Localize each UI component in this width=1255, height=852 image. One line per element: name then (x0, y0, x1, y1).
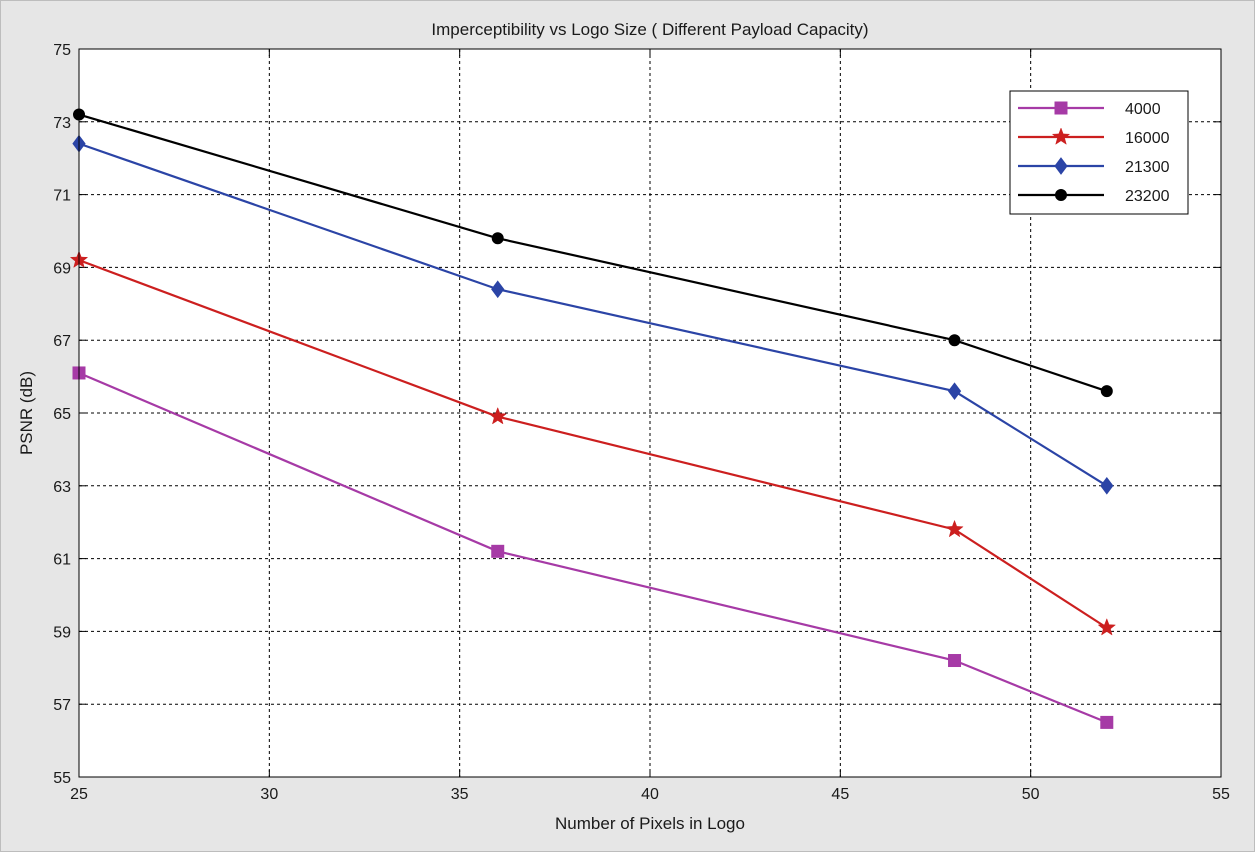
data-point (1100, 476, 1114, 495)
data-point (1100, 715, 1114, 729)
x-tick-label: 35 (451, 786, 469, 803)
chart-title: Imperceptibility vs Logo Size ( Differen… (431, 20, 868, 39)
series-line (78, 142, 1108, 487)
y-tick-label: 55 (53, 770, 71, 787)
data-point (1097, 618, 1117, 636)
x-tick-label: 55 (1212, 786, 1230, 803)
legend-marker (1054, 157, 1068, 175)
y-tick-label: 61 (53, 552, 71, 569)
series-line (78, 259, 1108, 629)
x-axis-label: Number of Pixels in Logo (555, 814, 745, 833)
y-tick-label: 59 (53, 624, 71, 641)
series-line (78, 113, 1108, 393)
y-tick-label: 75 (53, 42, 71, 59)
series-21300 (72, 134, 1114, 495)
y-tick-label: 67 (53, 333, 71, 350)
legend-label: 23200 (1125, 188, 1170, 205)
data-point (948, 654, 962, 668)
legend-marker (1055, 189, 1067, 201)
x-tick-label: 40 (641, 786, 659, 803)
series-line (78, 371, 1108, 724)
y-tick-label: 57 (53, 697, 71, 714)
legend-label: 16000 (1125, 130, 1170, 147)
data-point (948, 334, 961, 347)
x-tick-label: 30 (260, 786, 278, 803)
axis-ticks: 25 30 35 40 45 50 55 55 57 59 61 63 65 67 69 71 73 75 (53, 42, 1230, 803)
series-4000 (72, 366, 1114, 729)
y-tick-label: 63 (53, 479, 71, 496)
data-point (491, 544, 505, 558)
data-point (488, 406, 507, 425)
legend-label: 21300 (1125, 159, 1170, 176)
y-tick-label: 71 (53, 188, 71, 205)
legend: 4000 16000 21300 23200 (1009, 90, 1189, 215)
y-tick-label: 69 (53, 260, 71, 277)
data-point (491, 232, 504, 245)
plot-frame (78, 48, 1222, 778)
legend-label: 4000 (1125, 101, 1161, 118)
y-axis-label: PSNR (dB) (17, 371, 36, 455)
x-tick-label: 25 (70, 786, 88, 803)
data-point (945, 519, 964, 538)
x-tick-label: 45 (831, 786, 849, 803)
series-layer (69, 108, 1117, 729)
y-tick-label: 73 (53, 115, 71, 132)
legend-marker (1051, 127, 1071, 145)
y-tick-label: 65 (53, 406, 71, 423)
data-point (491, 280, 505, 299)
legend-marker (1054, 101, 1068, 115)
data-point (947, 382, 962, 400)
x-tick-label: 50 (1022, 786, 1040, 803)
legend-box (1009, 90, 1189, 215)
data-point (1100, 385, 1113, 398)
